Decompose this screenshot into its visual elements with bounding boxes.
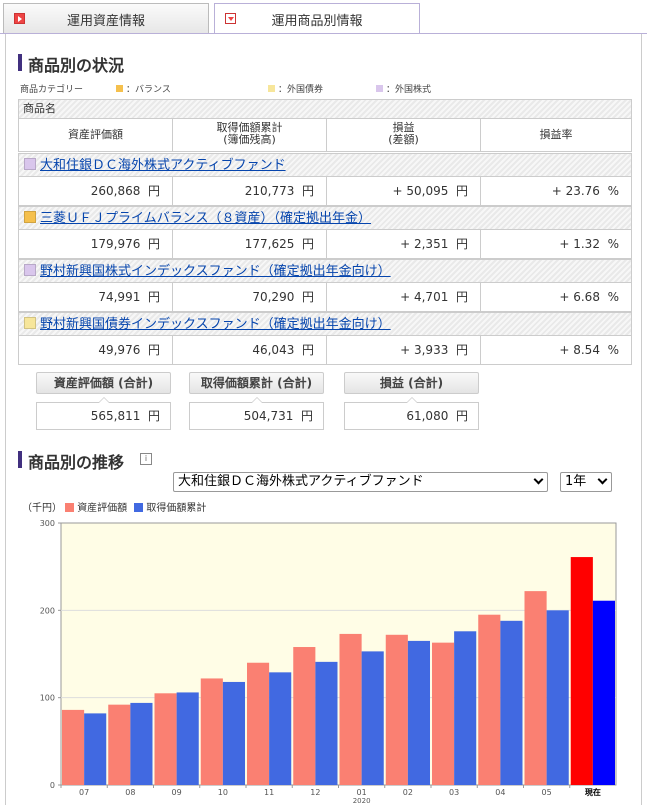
fund-link[interactable]: 三菱ＵＦＪプライムバランス（８資産）（確定拠出年金） bbox=[40, 211, 371, 226]
header-pl: 損益 (差額) bbox=[327, 119, 481, 151]
legend-swatch-value bbox=[65, 503, 75, 512]
asset-value-cell: 179,976 円 bbox=[19, 230, 173, 258]
category-swatch bbox=[24, 211, 36, 223]
category-label: 商品カテゴリー bbox=[20, 85, 84, 95]
tab-bar: 運用資産情報 運用商品別情報 bbox=[0, 0, 647, 34]
fund-select-value: 大和住銀ＤＣ海外株式アクティブファンド bbox=[178, 474, 424, 489]
chevron-down-icon bbox=[597, 474, 608, 485]
total-cost-label: 取得価額累計 (合計) bbox=[189, 372, 324, 394]
info-icon[interactable]: i bbox=[140, 453, 152, 465]
foreign-stock-swatch bbox=[376, 85, 383, 92]
pl-rate-cell: + 23.76 % bbox=[551, 184, 619, 198]
play-icon bbox=[14, 13, 25, 24]
tab-label: 運用資産情報 bbox=[66, 13, 145, 29]
category-swatch bbox=[24, 264, 36, 276]
header-product-name: 商品名 bbox=[18, 99, 632, 119]
category-swatch bbox=[24, 317, 36, 329]
pl-cell: + 50,095 円 bbox=[327, 177, 481, 205]
total-cost-value: 504,731 円 bbox=[189, 397, 324, 430]
chevron-down-icon bbox=[533, 474, 544, 485]
fund-link[interactable]: 大和住銀ＤＣ海外株式アクティブファンド bbox=[40, 158, 286, 173]
pl-rate-cell: + 8.54 % bbox=[559, 343, 619, 357]
cost-cell: 210,773 円 bbox=[173, 177, 327, 205]
asset-value-cell: 260,868 円 bbox=[19, 177, 173, 205]
pl-rate-cell: + 6.68 % bbox=[559, 290, 619, 304]
total-asset-label: 資産評価額 (合計) bbox=[36, 372, 171, 394]
fund-row: 三菱ＵＦＪプライムバランス（８資産）（確定拠出年金） 179,976 円 177… bbox=[18, 206, 632, 259]
fund-row: 野村新興国株式インデックスファンド（確定拠出年金向け） 74,991 円 70,… bbox=[18, 259, 632, 312]
legend-cost: 取得価額累計 bbox=[134, 503, 206, 514]
category-swatch bbox=[24, 158, 36, 170]
pl-rate-cell: + 1.32 % bbox=[559, 237, 619, 251]
total-pl-label: 損益 (合計) bbox=[344, 372, 479, 394]
header-cost: 取得価額累計 (簿価残高) bbox=[173, 119, 327, 151]
total-asset-value: 565,811 円 bbox=[36, 397, 171, 430]
status-table-header: 商品名 資産評価額 取得価額累計 (簿価残高) 損益 (差額) 損益率 bbox=[18, 99, 632, 152]
cost-cell: 177,625 円 bbox=[173, 230, 327, 258]
category-foreign-bond: ：外国債券 bbox=[268, 82, 323, 95]
chart-unit: （千円） bbox=[22, 503, 62, 514]
tab-divider bbox=[0, 33, 647, 34]
tab-label: 運用商品別情報 bbox=[271, 13, 363, 29]
total-pl-value: 61,080 円 bbox=[344, 397, 479, 430]
foreign-bond-swatch bbox=[268, 85, 275, 92]
pl-cell: + 4,701 円 bbox=[327, 283, 481, 311]
period-select[interactable]: 1年 bbox=[560, 472, 612, 492]
header-pl-rate: 損益率 bbox=[539, 128, 573, 141]
pl-cell: + 2,351 円 bbox=[327, 230, 481, 258]
tab-asset-info[interactable]: 運用資産情報 bbox=[3, 3, 209, 34]
content-panel bbox=[5, 34, 642, 805]
section-title-status: 商品別の状況 bbox=[18, 52, 124, 76]
category-legend: 商品カテゴリー ：バランス ：外国債券 ：外国株式 bbox=[20, 82, 630, 95]
chevron-down-icon bbox=[225, 13, 236, 24]
cost-cell: 46,043 円 bbox=[173, 336, 327, 364]
fund-row: 野村新興国債券インデックスファンド（確定拠出年金向け） 49,976 円 46,… bbox=[18, 312, 632, 365]
category-foreign-stock: ：外国株式 bbox=[376, 82, 431, 95]
fund-select[interactable]: 大和住銀ＤＣ海外株式アクティブファンド bbox=[173, 472, 548, 492]
chart-legend: （千円） 資産評価額 取得価額累計 bbox=[22, 499, 206, 514]
period-select-value: 1年 bbox=[565, 474, 587, 489]
section-title-trend: 商品別の推移 bbox=[18, 449, 124, 473]
tab-product-info[interactable]: 運用商品別情報 bbox=[214, 3, 420, 34]
balance-swatch bbox=[116, 85, 123, 92]
asset-value-cell: 74,991 円 bbox=[19, 283, 173, 311]
header-asset-value: 資産評価額 bbox=[19, 119, 173, 151]
category-balance: ：バランス bbox=[116, 82, 171, 95]
legend-swatch-cost bbox=[134, 503, 144, 512]
pl-cell: + 3,933 円 bbox=[327, 336, 481, 364]
asset-value-cell: 49,976 円 bbox=[19, 336, 173, 364]
fund-link[interactable]: 野村新興国債券インデックスファンド（確定拠出年金向け） bbox=[40, 317, 391, 332]
legend-asset-value: 資産評価額 bbox=[65, 503, 127, 514]
cost-cell: 70,290 円 bbox=[173, 283, 327, 311]
fund-row: 大和住銀ＤＣ海外株式アクティブファンド 260,868 円 210,773 円 … bbox=[18, 153, 632, 206]
header-columns: 資産評価額 取得価額累計 (簿価残高) 損益 (差額) 損益率 bbox=[18, 119, 632, 152]
fund-link[interactable]: 野村新興国株式インデックスファンド（確定拠出年金向け） bbox=[40, 264, 391, 279]
